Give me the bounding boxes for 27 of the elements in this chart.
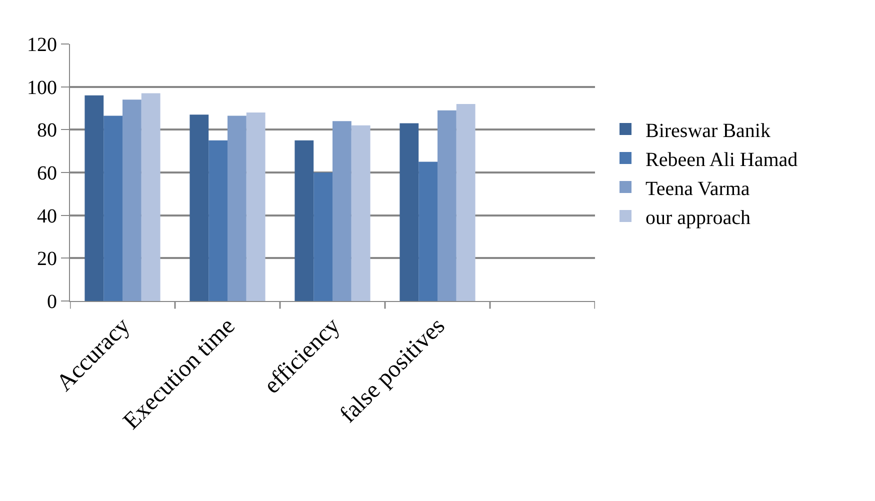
y-tick-label: 100 <box>27 76 57 99</box>
bar <box>400 123 419 301</box>
bar <box>190 114 209 301</box>
bar <box>351 125 370 301</box>
bar <box>418 162 438 301</box>
bar <box>208 140 228 301</box>
y-tick-label: 80 <box>37 120 57 142</box>
legend-label: Bireswar Banik <box>646 120 770 142</box>
legend-label: Teena Varma <box>646 178 750 200</box>
y-tick-label: 120 <box>27 34 57 56</box>
bar <box>456 104 476 301</box>
y-tick-label: 60 <box>37 162 57 184</box>
bar <box>122 100 142 301</box>
bar <box>294 140 314 301</box>
bar <box>246 112 266 301</box>
bar <box>228 116 246 301</box>
bar <box>104 116 122 301</box>
bar <box>141 93 160 301</box>
legend-label: Rebeen Ali Hamad <box>646 148 798 171</box>
bar <box>438 110 456 301</box>
bar <box>314 172 332 301</box>
y-tick-label: 40 <box>37 205 57 228</box>
legend-label: our approach <box>646 206 750 229</box>
bar <box>84 95 104 301</box>
bar <box>332 121 352 301</box>
y-tick-label: 20 <box>37 248 57 270</box>
y-tick-label: 0 <box>47 291 57 313</box>
